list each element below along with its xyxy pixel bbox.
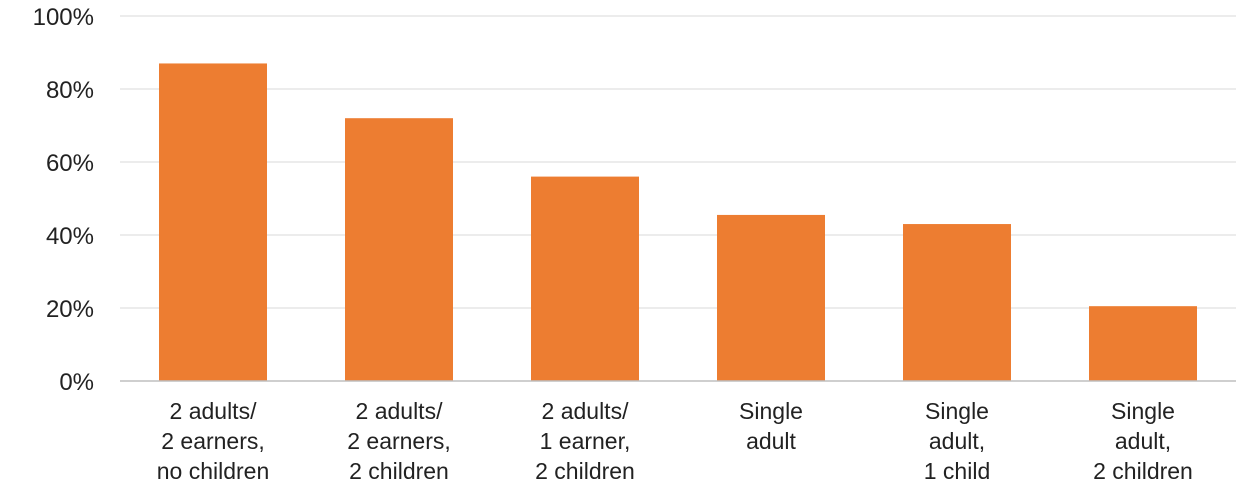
x-category-label: 2 adults/: [542, 398, 630, 424]
x-category-label: 2 earners,: [161, 428, 265, 454]
y-axis-ticks: 0% 20% 40% 60% 80% 100%: [33, 4, 94, 396]
x-category-label: 2 children: [349, 458, 449, 484]
bar: [1089, 306, 1197, 381]
x-category-label: 1 child: [924, 458, 990, 484]
y-tick-label: 40%: [46, 223, 94, 250]
bars: [159, 63, 1197, 381]
y-tick-label: 60%: [46, 150, 94, 177]
x-category-label: Single: [925, 398, 989, 424]
x-axis-category-labels: 2 adults/2 earners, no children 2 adults/2…: [157, 398, 1193, 484]
gridlines: [120, 15, 1236, 309]
bar: [903, 224, 1011, 381]
x-category-label: 2 children: [535, 458, 635, 484]
y-tick-label: 100%: [33, 4, 94, 31]
x-category-label: Single: [739, 398, 803, 424]
x-category-label: 1 earner,: [540, 428, 631, 454]
x-category-label: adult,: [1115, 428, 1171, 454]
x-category-label: 2 adults/: [170, 398, 258, 424]
x-category-label: no children: [157, 458, 270, 484]
x-category-label: adult,: [929, 428, 985, 454]
x-category-label: Single: [1111, 398, 1175, 424]
y-tick-label: 20%: [46, 296, 94, 323]
y-tick-label: 0%: [59, 369, 94, 396]
y-tick-label: 80%: [46, 77, 94, 104]
bar: [717, 214, 825, 381]
x-category-label: 2 children: [1093, 458, 1193, 484]
bar: [159, 63, 267, 381]
bar: [345, 118, 453, 381]
x-category-label: 2 earners,: [347, 428, 451, 454]
x-category-label: 2 adults/: [356, 398, 444, 424]
bar: [531, 176, 639, 381]
x-category-label: adult: [746, 428, 796, 454]
